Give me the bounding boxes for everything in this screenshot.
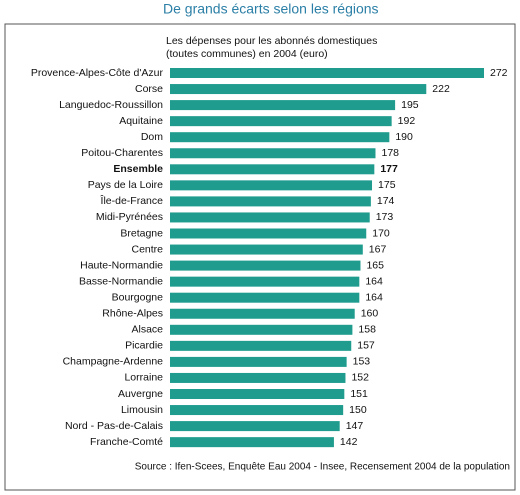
- bar: [170, 372, 346, 383]
- frame: [4, 23, 516, 491]
- bar: [170, 324, 353, 335]
- category-label: Provence-Alpes-Côte d'Azur: [31, 67, 164, 79]
- value-label: 164: [365, 291, 383, 303]
- category-label: Champagne-Ardenne: [63, 356, 164, 368]
- category-label: Pays de la Loire: [88, 179, 163, 191]
- bar: [170, 437, 334, 448]
- category-label: Centre: [131, 243, 163, 255]
- bar: [170, 405, 344, 416]
- value-label: 147: [346, 420, 364, 432]
- category-label: Haute-Normandie: [80, 259, 163, 271]
- category-label: Franche-Comté: [90, 436, 163, 448]
- bar: [170, 308, 355, 319]
- value-label: 157: [357, 340, 375, 352]
- category-label: Bourgogne: [112, 291, 164, 303]
- bar: [170, 340, 352, 351]
- category-label: Poitou-Charentes: [81, 147, 163, 159]
- category-label: Île-de-France: [100, 194, 164, 207]
- bar: [170, 132, 390, 143]
- value-label: 165: [366, 259, 384, 271]
- value-label: 142: [340, 436, 358, 448]
- bar: [170, 116, 392, 127]
- bar: [170, 164, 375, 175]
- category-label: Dom: [141, 131, 163, 143]
- value-label: 158: [358, 324, 376, 336]
- value-label: 272: [490, 67, 508, 79]
- value-label: 192: [398, 115, 416, 127]
- value-label: 170: [372, 227, 390, 239]
- bar: [170, 212, 370, 223]
- bar: [170, 276, 360, 287]
- category-label: Bretagne: [120, 227, 163, 239]
- category-label: Basse-Normandie: [79, 275, 163, 287]
- value-label: 178: [381, 147, 399, 159]
- bar: [170, 356, 347, 367]
- bar: [170, 68, 484, 78]
- value-label: 175: [378, 179, 396, 191]
- value-label: 190: [395, 131, 413, 143]
- value-label: 167: [369, 243, 387, 255]
- category-label: Picardie: [125, 340, 163, 352]
- source-note: Source : Ifen-Scees, Enquête Eau 2004 - …: [135, 462, 510, 473]
- category-label: Languedoc-Roussillon: [59, 99, 163, 111]
- bar: [170, 84, 427, 95]
- category-label: Nord - Pas-de-Calais: [65, 420, 163, 432]
- value-label: 152: [351, 372, 369, 384]
- bar: [170, 292, 360, 303]
- chart-title: De grands écarts selon les régions: [163, 1, 379, 17]
- value-label: 151: [350, 388, 368, 400]
- value-label: 173: [376, 211, 394, 223]
- bar: [170, 148, 376, 159]
- category-label: Corse: [135, 83, 163, 95]
- category-label: Midi-Pyrénées: [96, 211, 163, 223]
- value-label: 160: [361, 308, 379, 320]
- bar: [170, 100, 396, 111]
- category-label: Ensemble: [113, 163, 163, 175]
- value-label: 177: [380, 163, 398, 175]
- category-label: Alsace: [131, 324, 163, 336]
- value-label: 195: [401, 99, 419, 111]
- bar: [170, 389, 345, 399]
- category-label: Lorraine: [124, 372, 163, 384]
- value-label: 150: [349, 404, 367, 416]
- chart-subtitle: (toutes communes) en 2004 (euro): [166, 48, 328, 60]
- bar: [170, 260, 361, 271]
- value-label: 222: [432, 83, 450, 95]
- bar: [170, 180, 373, 191]
- value-label: 174: [377, 195, 395, 207]
- bar: [170, 421, 340, 432]
- bar: [170, 196, 371, 207]
- category-label: Aquitaine: [119, 115, 163, 127]
- bar: [170, 228, 367, 239]
- category-label: Limousin: [121, 404, 163, 416]
- value-label: 153: [353, 356, 371, 368]
- value-label: 164: [365, 275, 383, 287]
- category-label: Auvergne: [118, 388, 163, 400]
- chart-subtitle: Les dépenses pour les abonnés domestique…: [166, 35, 377, 47]
- bar: [170, 244, 363, 255]
- category-label: Rhône-Alpes: [102, 308, 163, 320]
